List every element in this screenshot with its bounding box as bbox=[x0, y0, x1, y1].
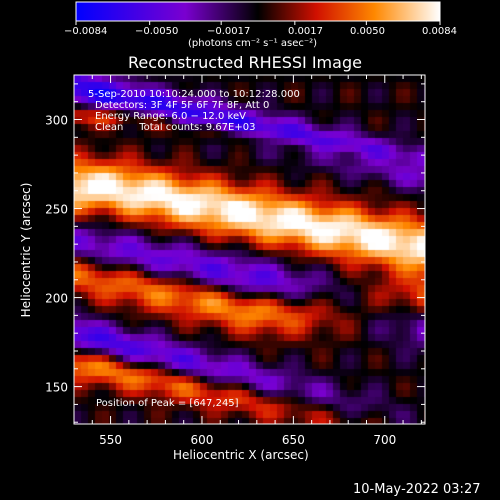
y-tick-label: 250 bbox=[45, 203, 68, 217]
y-axis-label: Heliocentric Y (arcsec) bbox=[19, 182, 33, 318]
colorbar-tick-label: 0.0017 bbox=[288, 26, 323, 37]
chart-title: Reconstructed RHESSI Image bbox=[128, 53, 362, 72]
y-tick-label: 150 bbox=[45, 381, 68, 395]
colorbar-tick-label: −0.0017 bbox=[207, 26, 251, 37]
detectors-text: Detectors: 3F 4F 5F 6F 7F 8F, Att 0 bbox=[95, 100, 270, 111]
y-tick-label: 300 bbox=[45, 114, 68, 128]
colorbar-tick-label: −0.0084 bbox=[64, 26, 108, 37]
plot-frame bbox=[73, 74, 426, 425]
time-range-text: 5‑Sep‑2010 10:10:24.000 to 10:12:28.000 bbox=[88, 89, 300, 100]
colorbar-tick-label: 0.0050 bbox=[350, 26, 385, 37]
x-tick-label: 550 bbox=[99, 433, 122, 447]
colorbar-tick-label: 0.0084 bbox=[422, 26, 457, 37]
algorithm-counts-text: Clean Total counts: 9.67E+03 bbox=[95, 122, 256, 133]
colorbar-tick-label: −0.0050 bbox=[135, 26, 179, 37]
x-tick-label: 700 bbox=[373, 433, 396, 447]
x-tick-label: 600 bbox=[191, 433, 214, 447]
footer-date: 10‑May‑2022 03:27 bbox=[353, 482, 481, 497]
x-axis-label: Heliocentric X (arcsec) bbox=[173, 448, 309, 462]
colorbar-unit-label: (photons cm⁻² s⁻¹ asec⁻²) bbox=[188, 38, 318, 49]
peak-position-text: Position of Peak = [647,245] bbox=[96, 398, 239, 409]
colorbar bbox=[75, 1, 441, 25]
y-tick-label: 200 bbox=[45, 292, 68, 306]
heatmap-image bbox=[74, 75, 425, 424]
colorbar-gradient bbox=[75, 1, 441, 22]
x-tick-label: 650 bbox=[282, 433, 305, 447]
energy-range-text: Energy Range: 6.0 − 12.0 keV bbox=[95, 111, 246, 122]
